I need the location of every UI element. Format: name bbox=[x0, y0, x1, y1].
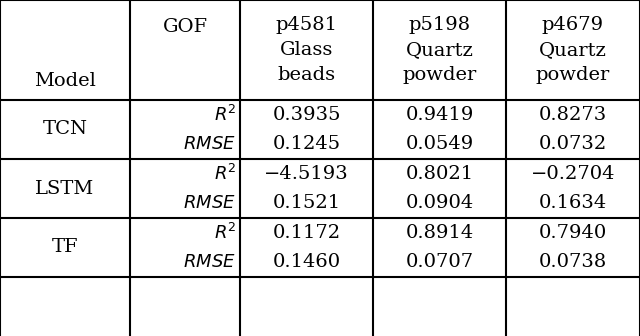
Text: $RMSE$: $RMSE$ bbox=[183, 135, 236, 153]
Text: −0.2704: −0.2704 bbox=[531, 165, 615, 183]
Text: 0.8021: 0.8021 bbox=[405, 165, 474, 183]
Text: $RMSE$: $RMSE$ bbox=[183, 194, 236, 212]
Text: LSTM: LSTM bbox=[35, 179, 95, 198]
Text: 0.0549: 0.0549 bbox=[405, 135, 474, 153]
Text: 0.0738: 0.0738 bbox=[539, 253, 607, 271]
Text: 0.1634: 0.1634 bbox=[539, 194, 607, 212]
Text: TCN: TCN bbox=[42, 121, 88, 138]
Text: 0.3935: 0.3935 bbox=[272, 106, 340, 124]
Text: −4.5193: −4.5193 bbox=[264, 165, 349, 183]
Text: Model: Model bbox=[34, 72, 96, 90]
Text: $R^2$: $R^2$ bbox=[214, 105, 236, 125]
Text: 0.1460: 0.1460 bbox=[273, 253, 340, 271]
Text: p5198
Quartz
powder: p5198 Quartz powder bbox=[403, 16, 477, 84]
Text: GOF: GOF bbox=[163, 18, 207, 36]
Text: $RMSE$: $RMSE$ bbox=[183, 253, 236, 271]
Text: 0.9419: 0.9419 bbox=[405, 106, 474, 124]
Text: 0.8914: 0.8914 bbox=[405, 224, 474, 242]
Text: 0.7940: 0.7940 bbox=[539, 224, 607, 242]
Text: 0.0732: 0.0732 bbox=[539, 135, 607, 153]
Text: 0.1172: 0.1172 bbox=[273, 224, 340, 242]
Text: $R^2$: $R^2$ bbox=[214, 164, 236, 184]
Text: TF: TF bbox=[52, 239, 78, 256]
Text: 0.8273: 0.8273 bbox=[539, 106, 607, 124]
Text: p4679
Quartz
powder: p4679 Quartz powder bbox=[536, 16, 610, 84]
Text: p4581
Glass
beads: p4581 Glass beads bbox=[275, 16, 337, 84]
Text: $R^2$: $R^2$ bbox=[214, 223, 236, 243]
Text: 0.1521: 0.1521 bbox=[273, 194, 340, 212]
Text: 0.0707: 0.0707 bbox=[405, 253, 474, 271]
Text: 0.1245: 0.1245 bbox=[273, 135, 340, 153]
Text: 0.0904: 0.0904 bbox=[405, 194, 474, 212]
